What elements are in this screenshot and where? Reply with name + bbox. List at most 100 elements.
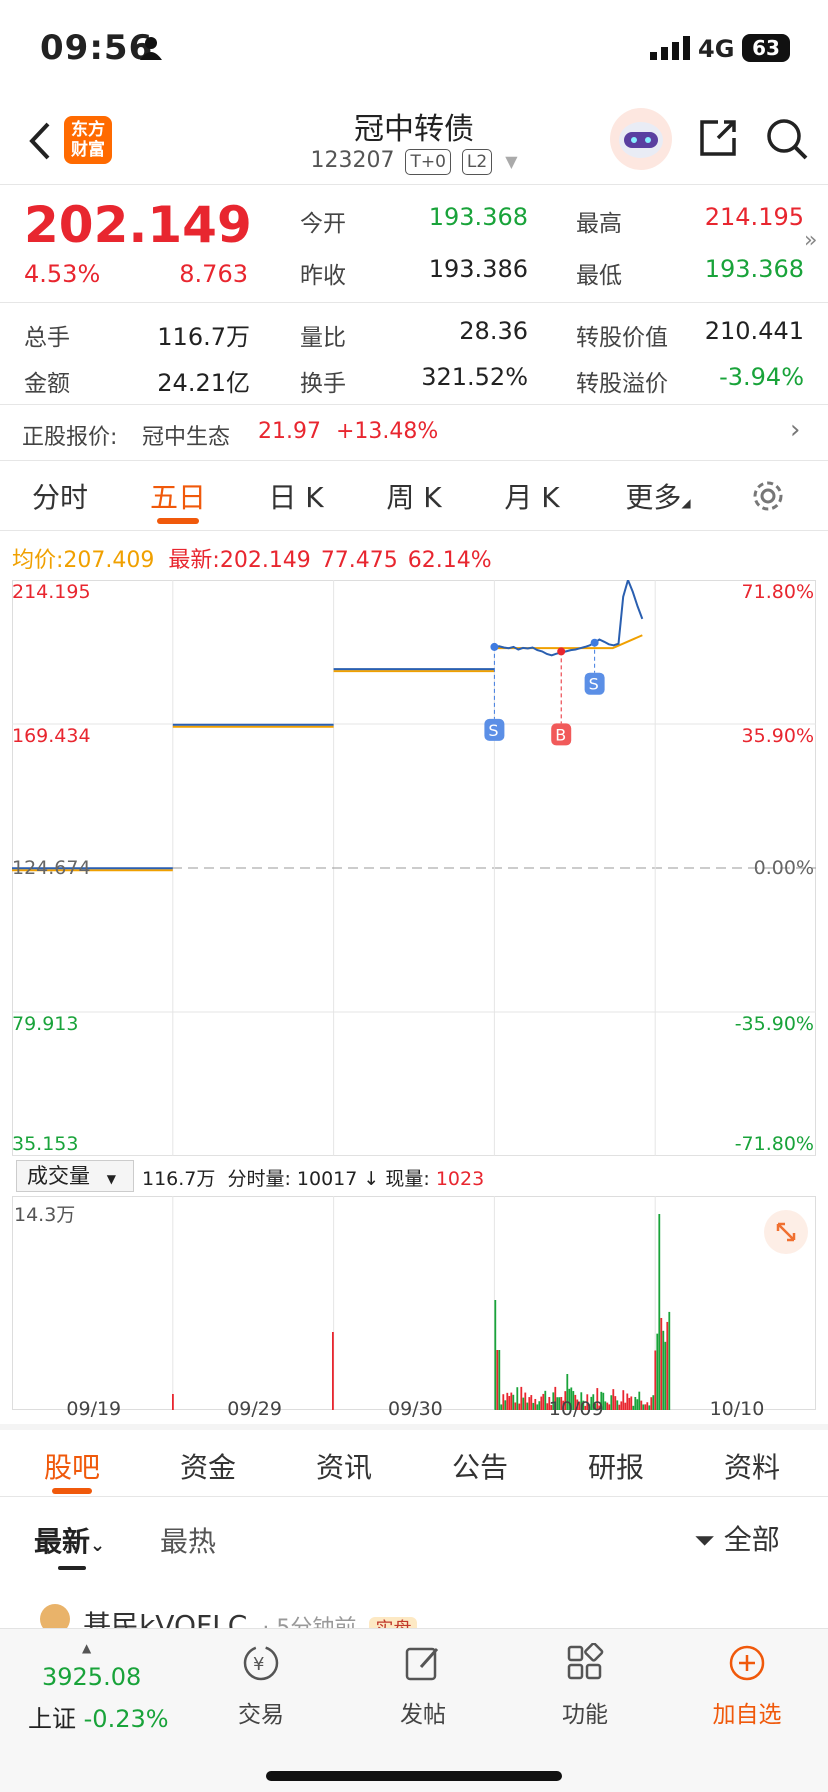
x-tick-label: 10/10 bbox=[709, 1398, 765, 1420]
t0-tag: T+0 bbox=[405, 149, 451, 175]
nav-functions[interactable]: 功能 bbox=[544, 1642, 626, 1729]
volume-chart[interactable] bbox=[12, 1196, 816, 1410]
volume-bar bbox=[580, 1392, 583, 1410]
chart-info-row: 均价:207.409 最新:202.149 77.475 62.14% bbox=[12, 542, 492, 574]
volume-bar bbox=[544, 1390, 547, 1410]
volume-bar bbox=[586, 1394, 589, 1410]
x-tick-label: 09/30 bbox=[388, 1398, 443, 1420]
volume-bar bbox=[640, 1400, 643, 1410]
low-value: 193.368 bbox=[704, 255, 804, 283]
search-icon[interactable] bbox=[764, 116, 810, 166]
add-circle-icon bbox=[729, 1645, 765, 1681]
tab-five-day[interactable]: 五日 bbox=[149, 481, 206, 514]
robot-assistant-icon[interactable] bbox=[610, 108, 672, 170]
post-preview[interactable]: 基民kVOFLC · 5分钟前 实盘 bbox=[40, 1604, 800, 1628]
volume-bar bbox=[504, 1400, 507, 1410]
amount-value: 24.21亿 bbox=[157, 369, 250, 397]
tab-research[interactable]: 研报 bbox=[587, 1451, 644, 1484]
tab-guba[interactable]: 股吧 bbox=[43, 1451, 100, 1484]
buy-marker[interactable] bbox=[551, 723, 572, 746]
settings-gear-icon[interactable] bbox=[750, 478, 786, 518]
volume-bar bbox=[632, 1405, 635, 1410]
price-chart[interactable]: S B S 214.195 169.434 124.674 79.913 35.153 71.… bbox=[12, 580, 816, 1156]
volume-bar bbox=[610, 1395, 613, 1410]
marker-label: B bbox=[555, 725, 566, 744]
share-icon[interactable] bbox=[696, 116, 740, 164]
tab-news[interactable]: 资讯 bbox=[315, 1451, 372, 1484]
volume-info: 116.7万 分时量: 10017 ↓ 现量: 1023 bbox=[142, 1164, 484, 1191]
app-logo: 东方 财富 bbox=[64, 116, 112, 164]
sort-latest[interactable]: 最新⌄ bbox=[34, 1520, 105, 1560]
volume-selector[interactable]: 成交量 ▼ bbox=[16, 1160, 134, 1192]
sell-marker[interactable] bbox=[484, 718, 505, 741]
tab-funds[interactable]: 资金 bbox=[179, 1451, 236, 1484]
volume-bar bbox=[664, 1341, 667, 1410]
tab-week-k[interactable]: 周 K bbox=[386, 481, 442, 514]
index-pct: -0.23% bbox=[83, 1705, 169, 1733]
sort-hot[interactable]: 最热 bbox=[160, 1525, 217, 1558]
volume-bar bbox=[564, 1391, 567, 1410]
volume-bar bbox=[512, 1394, 515, 1410]
chevron-right-icon[interactable]: › bbox=[790, 415, 801, 445]
volume-bar bbox=[618, 1404, 621, 1410]
volume-bar bbox=[598, 1405, 601, 1410]
back-icon[interactable] bbox=[26, 120, 52, 166]
high-value: 214.195 bbox=[704, 203, 804, 231]
filter-button[interactable]: ⏷ 全部 bbox=[694, 1518, 780, 1558]
tab-day-k[interactable]: 日 K bbox=[268, 481, 324, 514]
status-time: 09:56 bbox=[40, 28, 154, 68]
tab-more[interactable]: 更多◢ bbox=[608, 476, 708, 516]
nav-trade[interactable]: ¥ 交易 bbox=[220, 1643, 302, 1729]
chevron-down-icon[interactable]: ▼ bbox=[505, 152, 518, 171]
security-code-row[interactable]: 123207 T+0 L2 ▼ bbox=[0, 148, 828, 175]
volume-bar bbox=[594, 1403, 597, 1410]
volume-bar bbox=[502, 1394, 505, 1410]
bottom-nav: ▲ 3925.08 上证 -0.23% ¥ 交易 发帖 功能 加自选 bbox=[0, 1628, 828, 1792]
tab-announcements[interactable]: 公告 bbox=[451, 1451, 508, 1484]
volume-bar bbox=[498, 1350, 501, 1410]
volume-bar bbox=[622, 1390, 625, 1410]
chevron-right-icon[interactable]: » bbox=[804, 228, 818, 253]
post-time: · 5分钟前 bbox=[262, 1616, 356, 1628]
nav-add-watchlist[interactable]: 加自选 bbox=[702, 1643, 792, 1729]
tab-underline bbox=[157, 518, 199, 524]
avg-label: 均价: bbox=[12, 548, 64, 573]
nav-post[interactable]: 发帖 bbox=[382, 1643, 464, 1729]
volume-bar bbox=[634, 1396, 637, 1410]
volume-bar bbox=[518, 1403, 521, 1410]
volume-label: 总手 bbox=[24, 325, 70, 351]
volume-max-label: 14.3万 bbox=[14, 1204, 76, 1226]
tab-intraday[interactable]: 分时 bbox=[31, 481, 88, 514]
sell-marker[interactable] bbox=[584, 672, 605, 695]
nav-trade-label: 交易 bbox=[238, 1702, 284, 1728]
latest-label: 最新: bbox=[168, 548, 220, 573]
triangle-icon: ◢ bbox=[681, 496, 691, 510]
arrow-down-icon: ↓ bbox=[363, 1168, 380, 1190]
index-ticker[interactable]: ▲ 3925.08 上证 -0.23% bbox=[24, 1641, 184, 1751]
tab-profile[interactable]: 资料 bbox=[723, 1451, 780, 1484]
stock-quote-row[interactable]: 正股报价: 冠中生态 21.97 +13.48% › bbox=[0, 405, 828, 461]
volume-bar bbox=[656, 1333, 659, 1410]
expand-icon[interactable] bbox=[764, 1210, 808, 1254]
y-left-tick: 124.674 bbox=[12, 857, 91, 879]
volume-bar bbox=[648, 1405, 651, 1410]
volume-bar bbox=[576, 1399, 579, 1410]
l2-tag: L2 bbox=[461, 149, 493, 175]
volume-bar bbox=[606, 1402, 609, 1410]
y-right-tick: 0.00% bbox=[754, 857, 814, 879]
filter-label: 全部 bbox=[723, 1523, 780, 1556]
y-right-tick: 35.90% bbox=[742, 725, 814, 747]
volume-bar bbox=[582, 1400, 585, 1410]
volume-bar bbox=[662, 1330, 665, 1410]
premium-label: 转股溢价 bbox=[576, 371, 668, 397]
volume-bar bbox=[496, 1350, 499, 1410]
volume-bar bbox=[626, 1393, 629, 1410]
tab-month-k[interactable]: 月 K bbox=[504, 481, 560, 514]
logo-line2: 财富 bbox=[71, 140, 105, 160]
volume-total: 116.7万 bbox=[142, 1168, 216, 1190]
volume-bar bbox=[516, 1387, 519, 1410]
volume-bar bbox=[608, 1404, 611, 1410]
current-volume-label: 现量: bbox=[385, 1168, 430, 1190]
turnover-label: 换手 bbox=[300, 371, 346, 397]
volume-bar bbox=[538, 1401, 541, 1410]
